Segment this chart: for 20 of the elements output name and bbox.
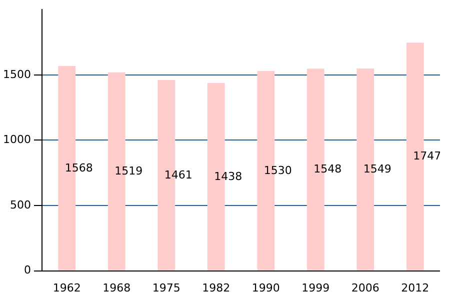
data-label: 1461 — [164, 168, 192, 182]
y-tick-label: 1000 — [2, 133, 31, 146]
y-tick-label: 0 — [24, 264, 31, 277]
x-tick-label: 1962 — [52, 281, 81, 294]
y-tick-label: 500 — [10, 198, 31, 212]
x-tick-label: 1968 — [102, 281, 131, 294]
data-label: 1519 — [114, 164, 143, 178]
data-label: 1568 — [64, 161, 93, 174]
x-tick-label: 2012 — [401, 281, 430, 294]
data-label: 1549 — [363, 162, 392, 176]
data-label: 1548 — [314, 162, 342, 176]
y-tick-label: 1500 — [2, 68, 31, 81]
x-tick-label: 2006 — [351, 281, 380, 294]
x-tick-label: 1990 — [252, 281, 280, 294]
data-label: 1747 — [413, 150, 442, 163]
x-tick-label: 1999 — [302, 281, 330, 294]
data-label: 1530 — [264, 164, 292, 177]
x-tick-label: 1975 — [152, 281, 180, 294]
x-tick-label: 1982 — [202, 281, 230, 294]
data-label: 1438 — [214, 170, 242, 183]
